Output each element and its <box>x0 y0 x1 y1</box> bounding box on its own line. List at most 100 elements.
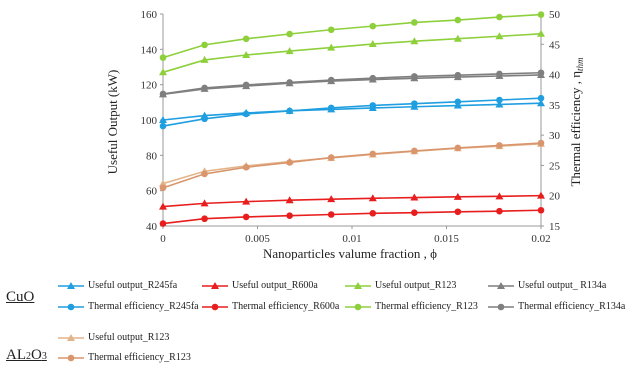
data-point <box>454 71 462 79</box>
y-left-tick-label: 40 <box>146 221 158 233</box>
y-right-tick-label: 35 <box>549 100 561 112</box>
legend-entry: Thermal efficiency_R123 <box>58 352 191 363</box>
y-left-tick-label: 160 <box>141 9 158 21</box>
series-1 <box>159 191 545 210</box>
series-9 <box>159 139 545 192</box>
data-point <box>201 84 208 92</box>
data-point <box>159 184 167 192</box>
data-point <box>242 163 250 171</box>
y-left-tick-label: 80 <box>146 150 158 162</box>
x-tick-label: 0 <box>160 233 166 245</box>
data-point <box>327 76 335 84</box>
series-line <box>162 74 542 96</box>
data-point <box>537 99 545 107</box>
y-left-tick-label: 60 <box>146 186 158 198</box>
data-point <box>537 11 545 18</box>
legend-swatch-marker <box>211 303 219 310</box>
legend-swatch-marker <box>67 354 75 361</box>
data-point <box>201 115 208 123</box>
y-axis-left-title: Useful Output (kW) <box>105 70 120 175</box>
legend-swatch-marker <box>211 281 219 289</box>
data-point <box>200 199 209 207</box>
data-point <box>286 212 293 220</box>
data-point <box>410 37 419 45</box>
series-7 <box>159 69 545 98</box>
legend-label: Thermal efficiency_R245fa <box>88 301 199 312</box>
chart-axes: 0 0.005 0.01 0.015 0.02 40 60 80 100 120 140 160 15 2… <box>141 9 561 245</box>
data-point <box>454 208 462 216</box>
data-point <box>369 209 377 217</box>
data-point <box>327 43 336 51</box>
data-point <box>495 192 504 200</box>
series-2 <box>159 29 545 76</box>
data-point <box>286 107 293 115</box>
legend-swatch <box>345 281 371 289</box>
data-point <box>242 35 250 43</box>
data-point <box>159 68 167 76</box>
legend-label: Thermal efficiency_R123 <box>88 352 191 363</box>
data-point <box>537 29 545 37</box>
y-right-tick-label: 45 <box>549 39 561 51</box>
chart-svg: 0 0.005 0.01 0.015 0.02 40 60 80 100 120 140 160 15 2… <box>105 9 585 260</box>
series-line <box>162 142 542 189</box>
legend-swatch-marker <box>497 281 505 289</box>
x-axis-title: Nanoparticles valume fraction , ϕ <box>263 246 437 260</box>
x-tick-label: 0.015 <box>434 233 459 245</box>
legend-swatch <box>345 303 371 310</box>
data-point <box>496 70 503 78</box>
data-point <box>537 139 545 147</box>
legend-entry: Thermal efficiency_R600a <box>202 301 339 312</box>
data-point <box>159 54 167 61</box>
data-point <box>411 209 418 216</box>
legend-label: Useful output_R245fa <box>88 280 178 291</box>
y-right-tick-label: 40 <box>549 70 561 82</box>
legend-group-cuo: CuO <box>6 289 35 305</box>
legend-swatch <box>202 303 228 310</box>
legend-entry: Thermal efficiency_R123 <box>345 301 478 312</box>
data-point <box>286 79 293 86</box>
legend-swatch <box>58 333 84 341</box>
data-point <box>411 19 418 26</box>
data-point <box>201 41 208 49</box>
data-point <box>242 213 250 221</box>
data-point <box>201 215 208 223</box>
legend-entry: Thermal efficiency_R134a <box>488 301 625 312</box>
x-tick-label: 0.02 <box>531 233 550 245</box>
legend-label: Thermal efficiency_R600a <box>232 301 340 312</box>
legend-entry: Useful output_R123 <box>345 280 456 291</box>
data-point <box>242 50 251 58</box>
data-point <box>327 211 335 218</box>
legend-group-al2o3: AL2O3 <box>6 347 47 363</box>
data-point <box>496 207 503 215</box>
legend-swatch <box>58 303 84 310</box>
data-point <box>453 34 462 42</box>
data-point <box>368 40 377 48</box>
data-point <box>495 32 504 40</box>
legend-swatch <box>58 354 84 361</box>
legend-label: Useful output_R600a <box>232 280 318 291</box>
data-point <box>410 193 419 201</box>
data-point <box>537 191 545 199</box>
data-point <box>454 16 462 24</box>
data-point <box>368 194 377 202</box>
data-point <box>411 147 418 155</box>
data-point <box>327 195 336 203</box>
series-5 <box>159 206 545 227</box>
y-right-tick-label: 30 <box>549 130 561 142</box>
legend-swatch <box>488 281 514 289</box>
series-6 <box>159 11 545 61</box>
legend-swatch-marker <box>67 281 75 289</box>
legend-swatch <box>58 281 84 289</box>
y-right-tick-label: 15 <box>549 221 561 233</box>
data-point <box>369 150 377 158</box>
y-left-tick-label: 120 <box>141 80 158 92</box>
legend-entry: Thermal efficiency_R245fa <box>58 301 199 312</box>
data-point <box>411 73 418 80</box>
data-point <box>159 202 167 210</box>
legend-entry: Useful output_R123 <box>58 332 169 343</box>
data-point <box>454 144 462 152</box>
legend-label: Useful output_R123 <box>375 280 457 291</box>
data-point <box>411 100 418 107</box>
data-point <box>327 26 335 34</box>
y-axis-right-title: Thermal efficiency , ηthm <box>568 57 585 187</box>
